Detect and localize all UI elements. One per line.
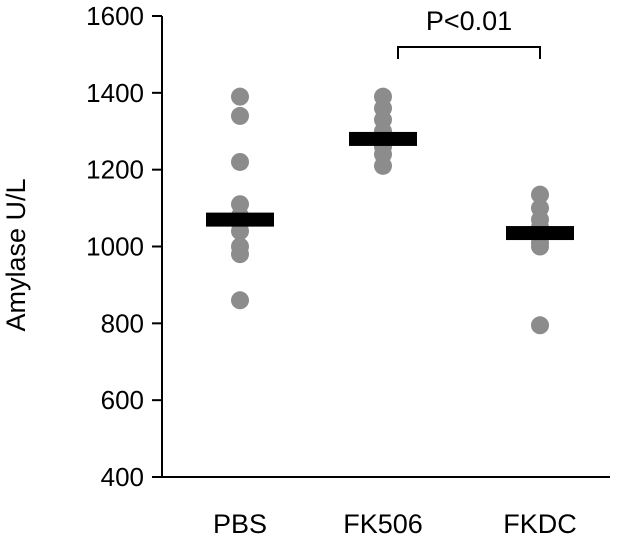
y-tick-label: 800 bbox=[101, 308, 144, 338]
mean-bar bbox=[206, 212, 274, 227]
y-tick-label: 1200 bbox=[86, 155, 144, 185]
x-axis: PBS FK506 FKDC bbox=[162, 476, 610, 539]
data-points bbox=[231, 87, 549, 335]
y-tick-label: 600 bbox=[101, 385, 144, 415]
data-point bbox=[531, 237, 549, 256]
mean-bar bbox=[506, 226, 574, 241]
y-tick-label: 1000 bbox=[86, 232, 144, 262]
x-category-label: FK506 bbox=[343, 509, 423, 539]
significance-bracket bbox=[397, 46, 541, 59]
y-tick-label: 1400 bbox=[86, 78, 144, 108]
y-axis: 400 600 800 1000 1200 1400 1600 bbox=[86, 1, 163, 492]
y-axis-title: Amylase U/L bbox=[1, 178, 31, 331]
x-category-label: FKDC bbox=[503, 509, 577, 539]
data-point bbox=[231, 245, 249, 264]
data-point bbox=[231, 87, 249, 106]
data-point bbox=[231, 152, 249, 171]
mean-bar bbox=[349, 131, 417, 146]
y-tick-label: 400 bbox=[101, 462, 144, 492]
y-tick-label: 1600 bbox=[86, 1, 144, 31]
significance-label: P<0.01 bbox=[426, 6, 512, 36]
data-point bbox=[531, 316, 549, 335]
data-point bbox=[231, 291, 249, 310]
significance-annotation: P<0.01 bbox=[397, 6, 541, 59]
data-point bbox=[231, 106, 249, 125]
x-category-label: PBS bbox=[213, 509, 267, 539]
mean-bars bbox=[206, 131, 574, 241]
data-point bbox=[231, 222, 249, 241]
data-point bbox=[374, 156, 392, 175]
data-point bbox=[531, 185, 549, 204]
